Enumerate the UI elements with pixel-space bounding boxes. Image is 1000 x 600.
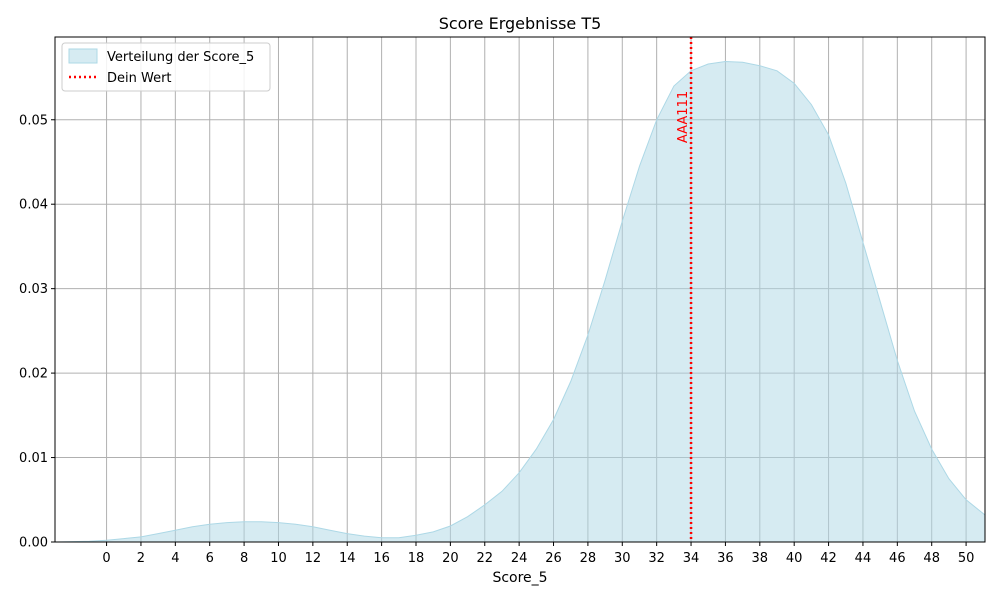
x-tick-label: 6 [206,551,214,566]
x-tick-label: 46 [889,551,906,566]
x-tick-label: 26 [545,551,562,566]
y-tick-label: 0.00 [19,536,48,551]
x-tick-label: 24 [511,551,528,566]
y-tick-label: 0.05 [19,113,48,128]
y-tick-label: 0.03 [19,282,48,297]
legend-area-swatch [68,48,98,64]
y-tick-label: 0.04 [19,198,48,213]
legend-area-label: Verteilung der Score_5 [107,50,254,65]
x-tick-label: 8 [240,551,248,566]
x-tick-label: 28 [580,551,597,566]
x-tick-label: 36 [717,551,734,566]
x-tick-label: 4 [171,551,179,566]
x-tick-label: 18 [408,551,425,566]
x-tick-label: 12 [305,551,322,566]
chart-title: Score Ergebnisse T5 [439,14,602,33]
density-area [55,61,985,542]
legend: Verteilung der Score_5 Dein Wert [61,42,271,92]
x-tick-label: 30 [614,551,631,566]
x-tick-label: 16 [373,551,390,566]
y-tick-label: 0.02 [19,367,48,382]
marker-layer: AAA111 [676,37,693,542]
y-ticks: 0.00 0.01 0.02 0.03 0.04 0.05 [19,113,55,551]
y-tick-label: 0.01 [19,451,48,466]
x-tick-label: 32 [648,551,665,566]
legend-box [61,42,271,92]
legend-marker-label: Dein Wert [107,71,172,86]
density-line [54,60,986,543]
x-tick-label: 2 [137,551,145,566]
x-axis-label: Score_5 [492,570,547,586]
x-tick-label: 14 [339,551,356,566]
x-tick-label: 20 [442,551,459,566]
x-tick-label: 48 [923,551,940,566]
your-value-label: AAA111 [676,91,691,143]
x-tick-label: 38 [752,551,769,566]
x-tick-label: 50 [958,551,975,566]
x-ticks: 0 2 4 6 8 10 12 14 16 18 20 22 24 26 28 30 32 34 36 38 40 42 4… [102,542,974,566]
x-tick-label: 34 [683,551,700,566]
x-tick-label: 44 [855,551,872,566]
x-tick-label: 22 [476,551,493,566]
density-area-layer [54,60,986,543]
x-tick-label: 42 [820,551,837,566]
x-tick-label: 0 [102,551,110,566]
plot-frame [54,36,986,543]
x-tick-label: 10 [270,551,287,566]
x-tick-label: 40 [786,551,803,566]
